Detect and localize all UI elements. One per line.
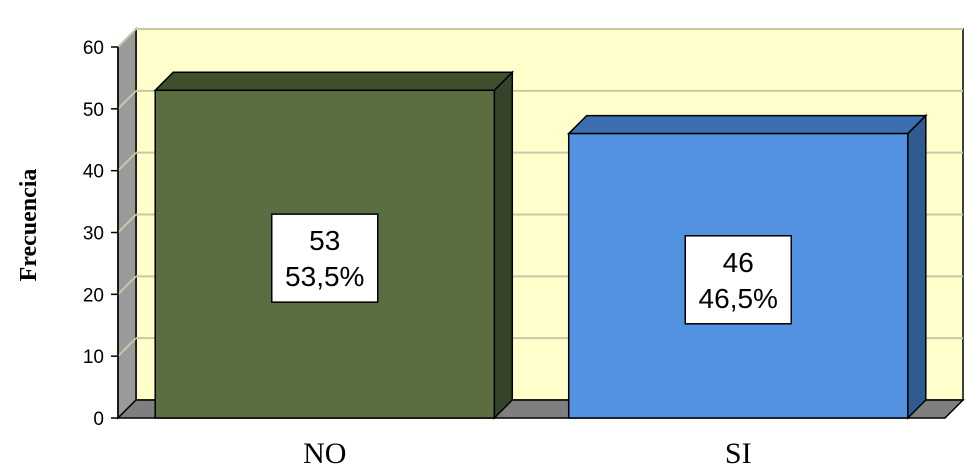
data-label-count: 46 bbox=[723, 247, 754, 278]
y-tick-label: 0 bbox=[93, 409, 104, 430]
y-tick-label: 60 bbox=[83, 38, 104, 59]
gridline-wall bbox=[117, 337, 137, 357]
bar-top-no bbox=[153, 71, 515, 92]
y-tick-label: 50 bbox=[83, 100, 104, 121]
data-label-count: 53 bbox=[309, 225, 340, 256]
bars: 53 53,5% 46 46,5% bbox=[153, 70, 928, 420]
bar-side-si bbox=[907, 113, 927, 420]
y-tick-label: 30 bbox=[83, 224, 104, 245]
x-category-label: NO bbox=[303, 437, 346, 470]
y-axis-label: Frecuencia bbox=[16, 169, 42, 282]
y-tick-label: 10 bbox=[83, 347, 104, 368]
y-axis-ticks: 0 10 20 30 40 50 60 bbox=[83, 38, 119, 430]
bar-top-si bbox=[566, 114, 928, 135]
data-label-box bbox=[684, 235, 792, 325]
data-label-percent: 46,5% bbox=[699, 283, 778, 314]
x-category-label: SI bbox=[725, 437, 752, 470]
gridline-wall bbox=[117, 213, 137, 234]
gridline-wall bbox=[117, 28, 137, 48]
gridline-wall bbox=[117, 275, 137, 296]
bar-side-no bbox=[493, 70, 514, 420]
x-axis-categories: NO SI bbox=[303, 437, 752, 470]
gridline-wall bbox=[117, 151, 137, 172]
gridline-wall bbox=[117, 90, 137, 110]
y-tick-label: 40 bbox=[83, 162, 104, 183]
y-tick-label: 20 bbox=[83, 285, 104, 306]
data-label-box bbox=[271, 213, 379, 303]
data-label-percent: 53,5% bbox=[285, 261, 364, 292]
